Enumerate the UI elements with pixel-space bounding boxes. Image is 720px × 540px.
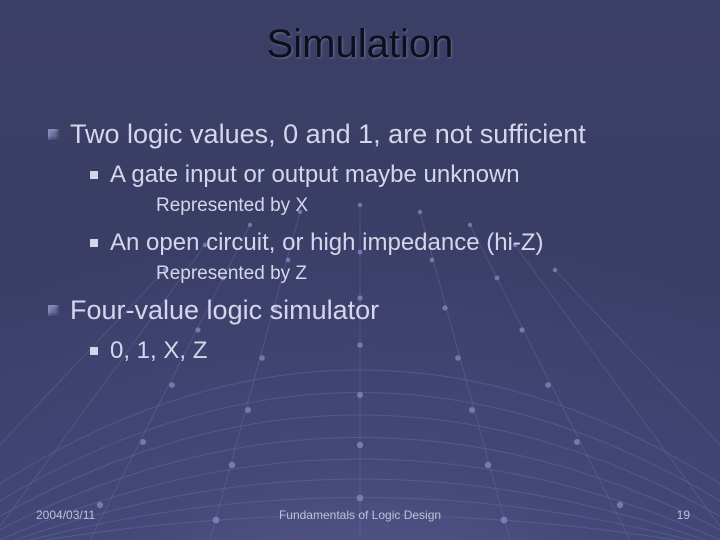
slide: Simulation Two logic values, 0 and 1, ar… [0, 0, 720, 540]
bullet-lvl2: 0, 1, X, Z [48, 336, 680, 366]
bullet-lvl2: An open circuit, or high impedance (hi-Z… [48, 228, 680, 258]
bullet-lvl1: Two logic values, 0 and 1, are not suffi… [48, 118, 680, 150]
bullet-lvl3: Represented by Z [48, 262, 680, 286]
bullet-lvl2: A gate input or output maybe unknown [48, 160, 680, 190]
footer-page-number: 19 [677, 508, 690, 522]
slide-body: Two logic values, 0 and 1, are not suffi… [48, 118, 680, 370]
bullet-lvl3: Represented by X [48, 194, 680, 218]
slide-title: Simulation [0, 22, 720, 67]
bullet-lvl1: Four-value logic simulator [48, 294, 680, 326]
footer-title: Fundamentals of Logic Design [0, 508, 720, 522]
